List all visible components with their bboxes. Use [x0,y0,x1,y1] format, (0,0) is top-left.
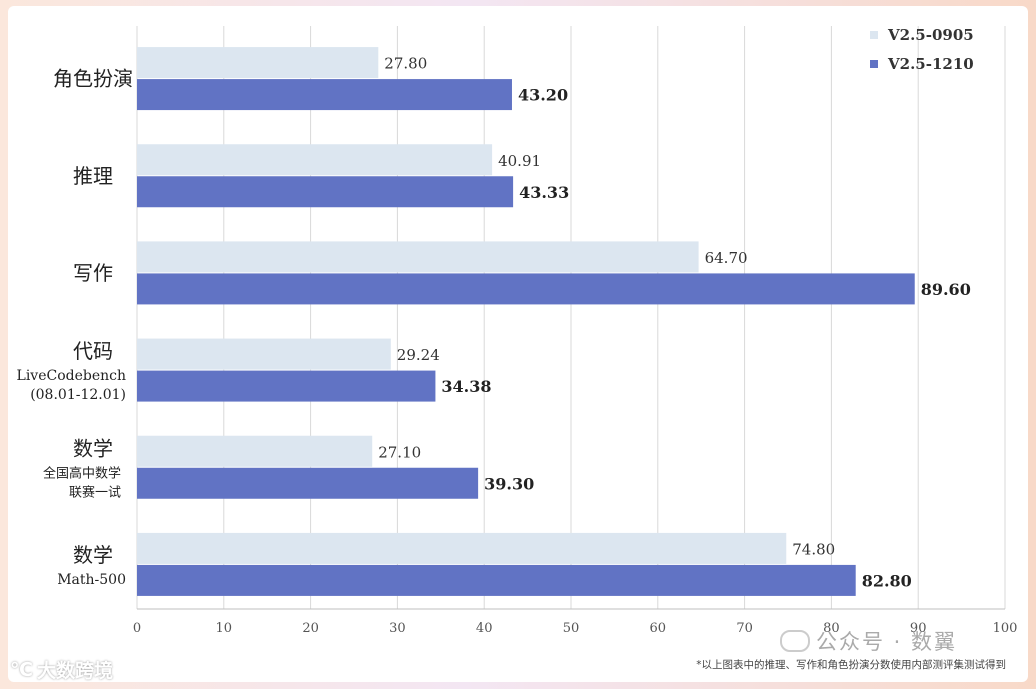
bar-v25-0905 [137,435,373,467]
x-tick-label: 90 [910,621,927,636]
data-label: 27.80 [384,55,427,73]
watermark-brand: ℃ 大数跨境 [10,656,113,683]
data-label: 82.80 [862,571,912,590]
category-sublabel: (08.01-12.01) [30,387,126,403]
bar-v25-0905 [137,144,493,176]
bar-v25-1210 [137,564,856,596]
bar-v25-0905 [137,338,391,370]
data-label: 89.60 [921,280,971,299]
x-tick-label: 20 [302,621,319,636]
wechat-icon [780,630,810,652]
data-label: 39.30 [484,474,534,493]
data-label: 34.38 [441,377,491,396]
data-label: 64.70 [705,249,748,267]
brand-icon: ℃ [10,658,34,681]
x-tick-label: 10 [216,621,233,636]
legend-label: V2.5-0905 [887,26,974,44]
x-tick-label: 50 [563,621,580,636]
bar-v25-1210 [137,370,436,402]
data-label: 43.20 [518,86,568,105]
x-tick-label: 60 [650,621,667,636]
category-sublabel: 全国高中数学 [43,465,121,481]
category-sublabel: Math-500 [57,572,126,588]
bar-v25-0905 [137,532,787,564]
data-label: 27.10 [378,443,421,461]
category-label: 角色扮演 [53,67,133,91]
footnote: *以上图表中的推理、写作和角色扮演分数使用内部测评集测试得到 [696,659,1006,671]
category-label: 写作 [73,261,113,285]
chart-frame: 0 10 20 30 40 50 60 70 80 90 100 27.80 43.20 角色扮演 40.9… [8,6,1028,682]
watermark-wechat: 公众号 · 数翼 [780,626,957,656]
category-label: 推理 [73,164,113,188]
bar-v25-1210 [137,467,479,499]
x-tick-label: 30 [389,621,406,636]
x-tick-label: 70 [736,621,753,636]
bar-v25-0905 [137,47,379,79]
legend-swatch [870,60,878,68]
data-label: 43.33 [519,183,569,202]
category-sublabel: 联赛一试 [69,484,121,500]
watermark-wechat-text: 公众号 · 数翼 [816,630,958,654]
legend-swatch [870,31,878,39]
x-tick-label: 0 [133,621,141,636]
category-label: 数学 [73,436,113,460]
bar-v25-1210 [137,176,514,208]
x-tick-label: 100 [993,621,1018,636]
legend-label: V2.5-1210 [887,55,974,73]
bar-v25-1210 [137,79,512,111]
category-label: 数学 [73,543,113,567]
bar-v25-1210 [137,273,915,305]
category-label: 代码 [73,339,113,363]
watermark-brand-text: 大数跨境 [37,660,114,682]
data-label: 29.24 [397,346,440,364]
bar-v25-0905 [137,241,699,273]
data-label: 74.80 [792,540,835,558]
bar-chart: 0 10 20 30 40 50 60 70 80 90 100 27.80 43.20 角色扮演 40.9… [17,26,1018,636]
x-tick-label: 40 [476,621,493,636]
x-tick-label: 80 [823,621,840,636]
data-label: 40.91 [498,152,541,170]
category-sublabel: LiveCodebench [17,368,126,384]
